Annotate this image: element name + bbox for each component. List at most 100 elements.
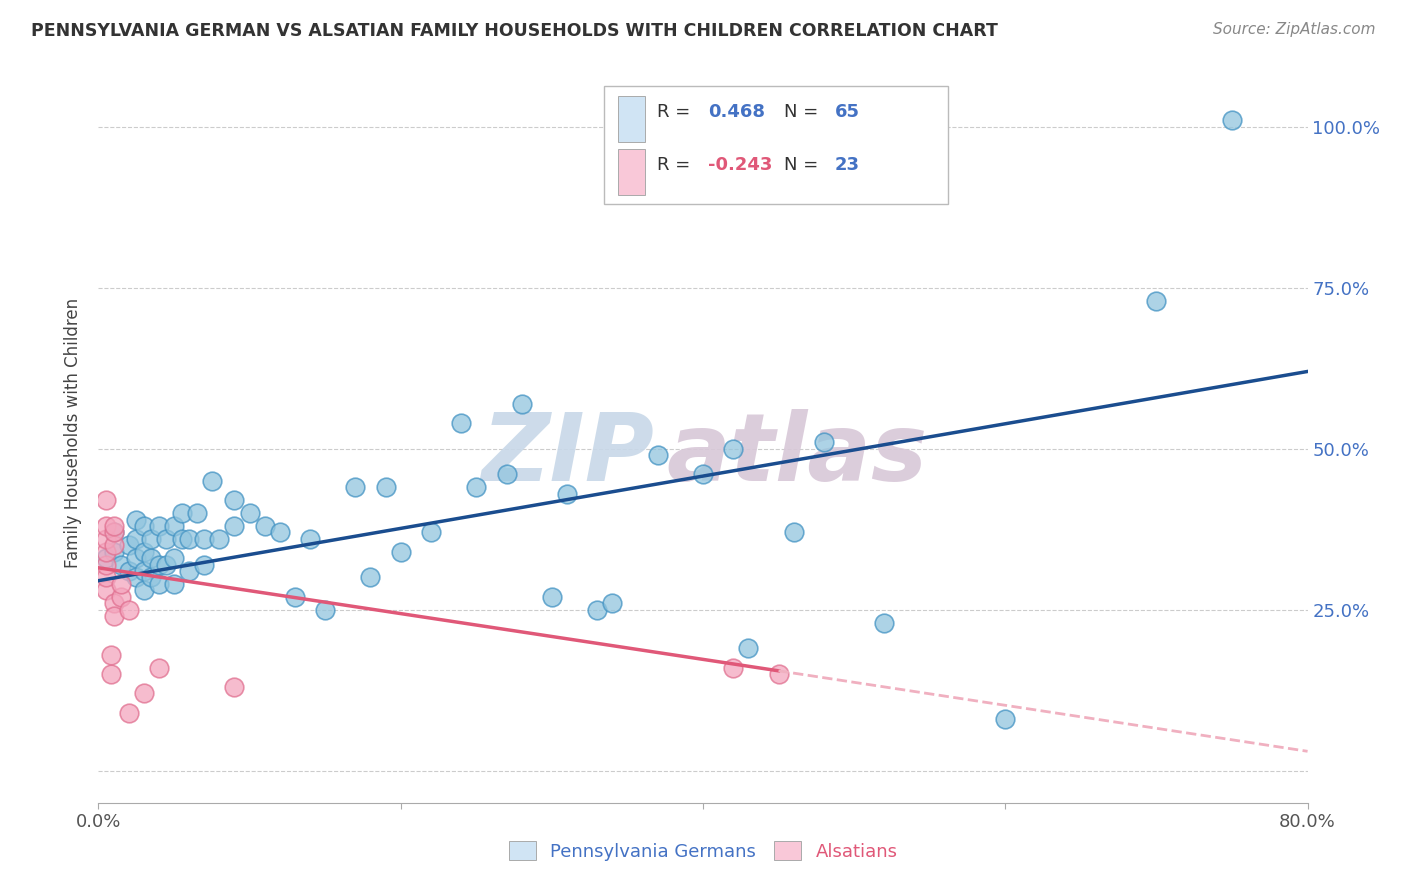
Point — [465, 480, 488, 494]
Point — [125, 512, 148, 526]
Point — [224, 493, 246, 508]
Point — [389, 545, 412, 559]
Point — [125, 532, 148, 546]
Point — [118, 706, 141, 720]
FancyBboxPatch shape — [603, 87, 949, 204]
Point — [118, 602, 141, 616]
Point — [103, 545, 125, 559]
Text: -0.243: -0.243 — [707, 156, 772, 174]
Point — [208, 532, 231, 546]
Point — [723, 660, 745, 674]
Point — [94, 570, 117, 584]
Point — [1144, 293, 1167, 308]
Point — [602, 596, 624, 610]
Point — [179, 532, 201, 546]
Point — [132, 545, 155, 559]
Point — [179, 564, 201, 578]
Point — [148, 660, 170, 674]
Point — [647, 448, 669, 462]
Point — [768, 667, 790, 681]
Point — [783, 525, 806, 540]
Point — [360, 570, 382, 584]
Point — [555, 487, 578, 501]
Point — [299, 532, 322, 546]
Point — [737, 641, 759, 656]
Point — [163, 577, 186, 591]
Point — [253, 519, 276, 533]
Point — [193, 558, 215, 572]
Point — [110, 558, 132, 572]
Point — [314, 602, 336, 616]
Point — [510, 397, 533, 411]
Point — [100, 667, 122, 681]
Point — [873, 615, 896, 630]
Text: ZIP: ZIP — [482, 409, 655, 500]
Point — [723, 442, 745, 456]
Point — [132, 686, 155, 700]
Point — [125, 570, 148, 584]
Point — [94, 558, 117, 572]
Point — [155, 558, 177, 572]
Point — [495, 467, 517, 482]
Point — [201, 474, 224, 488]
Point — [110, 577, 132, 591]
Point — [103, 525, 125, 540]
Point — [94, 545, 117, 559]
Text: N =: N = — [785, 103, 824, 120]
Text: atlas: atlas — [666, 409, 928, 500]
Point — [540, 590, 562, 604]
Point — [132, 519, 155, 533]
Point — [103, 538, 125, 552]
Point — [94, 583, 117, 598]
Point — [692, 467, 714, 482]
Point — [118, 564, 141, 578]
Point — [132, 564, 155, 578]
Point — [118, 538, 141, 552]
Point — [103, 519, 125, 533]
Point — [193, 532, 215, 546]
Point — [239, 506, 262, 520]
Point — [344, 480, 367, 494]
Text: PENNSYLVANIA GERMAN VS ALSATIAN FAMILY HOUSEHOLDS WITH CHILDREN CORRELATION CHAR: PENNSYLVANIA GERMAN VS ALSATIAN FAMILY H… — [31, 22, 998, 40]
Point — [125, 551, 148, 566]
Point — [94, 532, 117, 546]
Point — [224, 680, 246, 694]
Text: R =: R = — [657, 103, 696, 120]
Point — [94, 519, 117, 533]
Point — [170, 532, 193, 546]
Point — [186, 506, 208, 520]
Text: 0.468: 0.468 — [707, 103, 765, 120]
Point — [141, 570, 163, 584]
Point — [148, 519, 170, 533]
Point — [586, 602, 609, 616]
Point — [110, 590, 132, 604]
Point — [224, 519, 246, 533]
Point — [994, 712, 1017, 726]
Point — [103, 609, 125, 624]
Point — [420, 525, 443, 540]
Point — [269, 525, 291, 540]
Point — [813, 435, 835, 450]
Point — [1220, 113, 1243, 128]
Point — [100, 648, 122, 662]
Point — [103, 525, 125, 540]
Text: R =: R = — [657, 156, 696, 174]
Point — [450, 416, 472, 430]
Point — [284, 590, 307, 604]
Point — [103, 596, 125, 610]
FancyBboxPatch shape — [619, 149, 645, 195]
Point — [163, 519, 186, 533]
Point — [170, 506, 193, 520]
Point — [94, 551, 117, 566]
Y-axis label: Family Households with Children: Family Households with Children — [65, 298, 83, 567]
Point — [132, 583, 155, 598]
Text: 65: 65 — [835, 103, 860, 120]
Point — [148, 558, 170, 572]
FancyBboxPatch shape — [619, 95, 645, 142]
Point — [374, 480, 396, 494]
Legend: Pennsylvania Germans, Alsatians: Pennsylvania Germans, Alsatians — [502, 834, 904, 868]
Point — [163, 551, 186, 566]
Point — [141, 551, 163, 566]
Point — [155, 532, 177, 546]
Point — [141, 532, 163, 546]
